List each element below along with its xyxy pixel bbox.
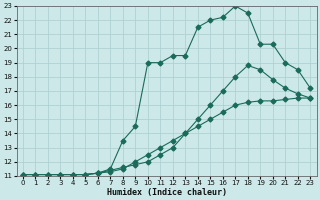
X-axis label: Humidex (Indice chaleur): Humidex (Indice chaleur): [107, 188, 227, 197]
